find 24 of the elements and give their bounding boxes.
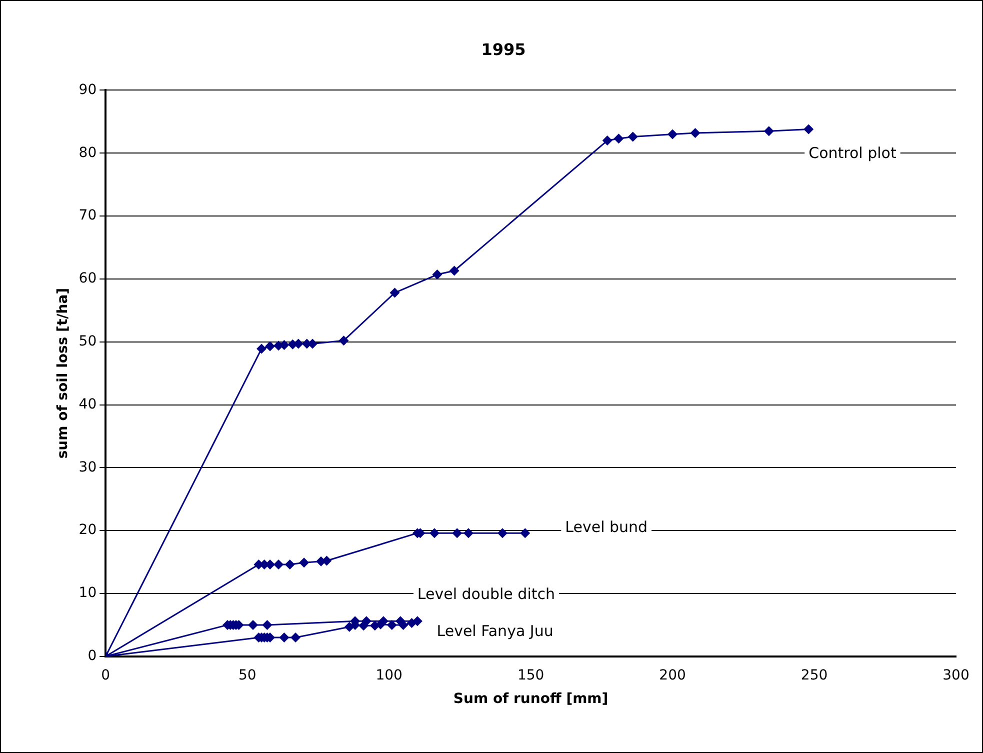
y-tick-label: 80	[78, 144, 97, 161]
x-tick-label: 200	[659, 667, 686, 684]
series-label: Level double ditch	[417, 585, 555, 604]
x-tick-label: 100	[376, 667, 402, 684]
y-tick-label: 70	[78, 208, 97, 224]
y-tick-label: 20	[78, 522, 97, 538]
text: Level bund	[565, 518, 648, 536]
x-tick-label: 300	[942, 667, 970, 684]
y-tick-label: 40	[78, 396, 97, 412]
x-tick-label: 0	[101, 667, 110, 684]
x-axis-title: Sum of runoff [mm]	[453, 691, 608, 708]
y-tick-label: 30	[78, 459, 97, 476]
x-tick-label: 250	[800, 667, 828, 684]
chart-title: 1995	[481, 40, 526, 59]
x-tick-label: 50	[238, 667, 256, 684]
y-tick-label: 0	[88, 648, 97, 664]
y-tick-label: 90	[78, 82, 97, 98]
y-tick-label: 60	[78, 270, 97, 287]
series-label: Level Fanya Juu	[436, 622, 554, 640]
y-tick-label: 50	[78, 333, 97, 350]
x-tick-label: 150	[517, 667, 544, 684]
series-label: Control plot	[808, 144, 896, 162]
y-axis-title: sum of soil loss [t/ha]	[55, 288, 72, 459]
y-tick-label: 10	[78, 585, 97, 602]
